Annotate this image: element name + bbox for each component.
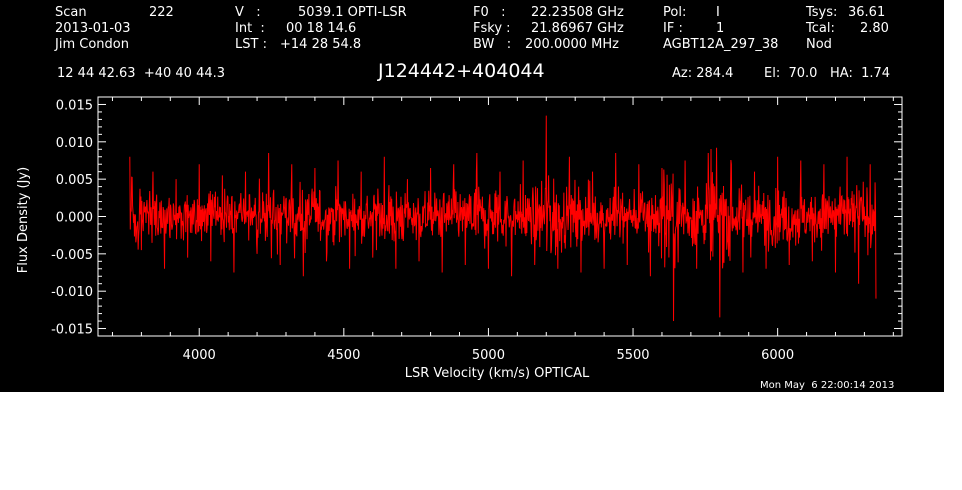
header-nod: Nod [806, 37, 832, 52]
header-scan-label: Scan [55, 5, 87, 20]
azimuth-readout: Az: 284.4 [672, 66, 734, 81]
x-axis-label: LSR Velocity (km/s) OPTICAL [405, 366, 590, 381]
y-tick-label: 0.005 [56, 173, 93, 188]
y-tick-label: -0.005 [51, 248, 93, 263]
ticks-layer: 4000 4500 5000 5500 6000 -0.015 -0.010 -0.005 0.… [51, 97, 902, 363]
header-scan-value: 222 [149, 5, 174, 20]
header-pol-value: I [716, 5, 720, 20]
trace-layer [129, 115, 877, 322]
x-tick-label: 6000 [761, 348, 794, 363]
y-axis-label: Flux Density (Jy) [16, 167, 31, 273]
spectrum-chart: 4000 4500 5000 5500 6000 -0.015 -0.010 -0.005 0.… [16, 96, 903, 381]
x-tick-label: 4500 [327, 348, 360, 363]
header-tsys-value: 36.61 [848, 5, 886, 20]
header-bw-label: BW : [473, 37, 512, 52]
source-coordinates: 12 44 42.63 +40 40 44.3 [57, 66, 226, 81]
header-fsky-value: 21.86967 GHz [531, 21, 624, 36]
plot-timestamp: Mon May 6 22:00:14 2013 [760, 380, 895, 391]
header-velocity-value: 5039.1 OPTI-LSR [298, 5, 407, 20]
y-tick-label: -0.010 [51, 285, 93, 300]
x-tick-label: 5500 [616, 348, 649, 363]
source-name: J124442+404044 [378, 60, 545, 82]
header-f0-label: F0 : [473, 5, 506, 20]
header-pol-label: Pol: [663, 5, 687, 20]
blank-region [0, 392, 962, 490]
header-bw-value: 200.0000 MHz [525, 37, 619, 52]
header-observer: Jim Condon [55, 37, 129, 52]
header-fsky-label: Fsky : [473, 21, 511, 36]
y-tick-label: 0.015 [56, 98, 93, 113]
spectrum-plot-window: Scan 222 2013-01-03 Jim Condon V : 5039.… [0, 0, 944, 392]
header-lst-value: +14 28 54.8 [280, 37, 362, 52]
header-tsys-label: Tsys: [806, 5, 838, 20]
header-velocity-label: V : [235, 5, 261, 20]
spectrum-trace [129, 115, 877, 322]
header-date: 2013-01-03 [55, 21, 131, 36]
header-tcal-value: 2.80 [860, 21, 889, 36]
y-tick-label: 0.000 [56, 211, 93, 226]
y-tick-label: -0.015 [51, 323, 93, 338]
x-tick-label: 5000 [472, 348, 505, 363]
header-if-value: 1 [716, 21, 725, 36]
hour-angle-readout: HA: 1.74 [830, 66, 891, 81]
header-project: AGBT12A_297_38 [663, 37, 779, 52]
header-tcal-label: Tcal: [806, 21, 835, 36]
elevation-readout: El: 70.0 [764, 66, 818, 81]
header-int-label: Int : [235, 21, 265, 36]
header-int-value: 00 18 14.6 [286, 21, 357, 36]
header-f0-value: 22.23508 GHz [531, 5, 624, 20]
y-tick-label: 0.010 [56, 136, 93, 151]
x-tick-label: 4000 [183, 348, 216, 363]
header-lst-label: LST : [235, 37, 267, 52]
header-if-label: IF : [663, 21, 683, 36]
